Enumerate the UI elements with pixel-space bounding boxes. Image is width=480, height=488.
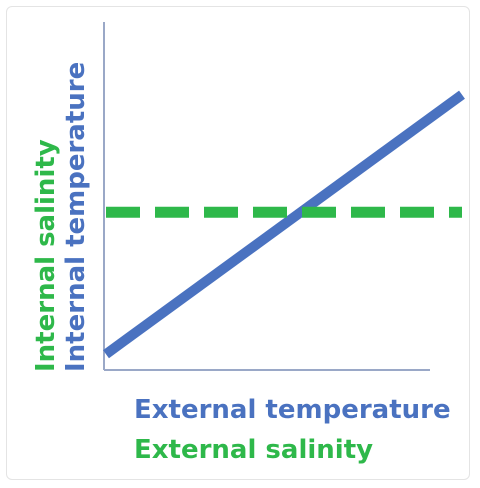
x-axis-label-salinity: External salinity xyxy=(134,435,373,465)
series-layer xyxy=(103,90,465,359)
y-axis-label-salinity: Internal salinity xyxy=(31,139,61,372)
chart-card xyxy=(6,6,470,480)
y-axis-label-temperature: Internal temperature xyxy=(61,62,91,372)
temperature-series-line xyxy=(103,90,465,359)
x-axis-label-temperature: External temperature xyxy=(134,395,451,425)
